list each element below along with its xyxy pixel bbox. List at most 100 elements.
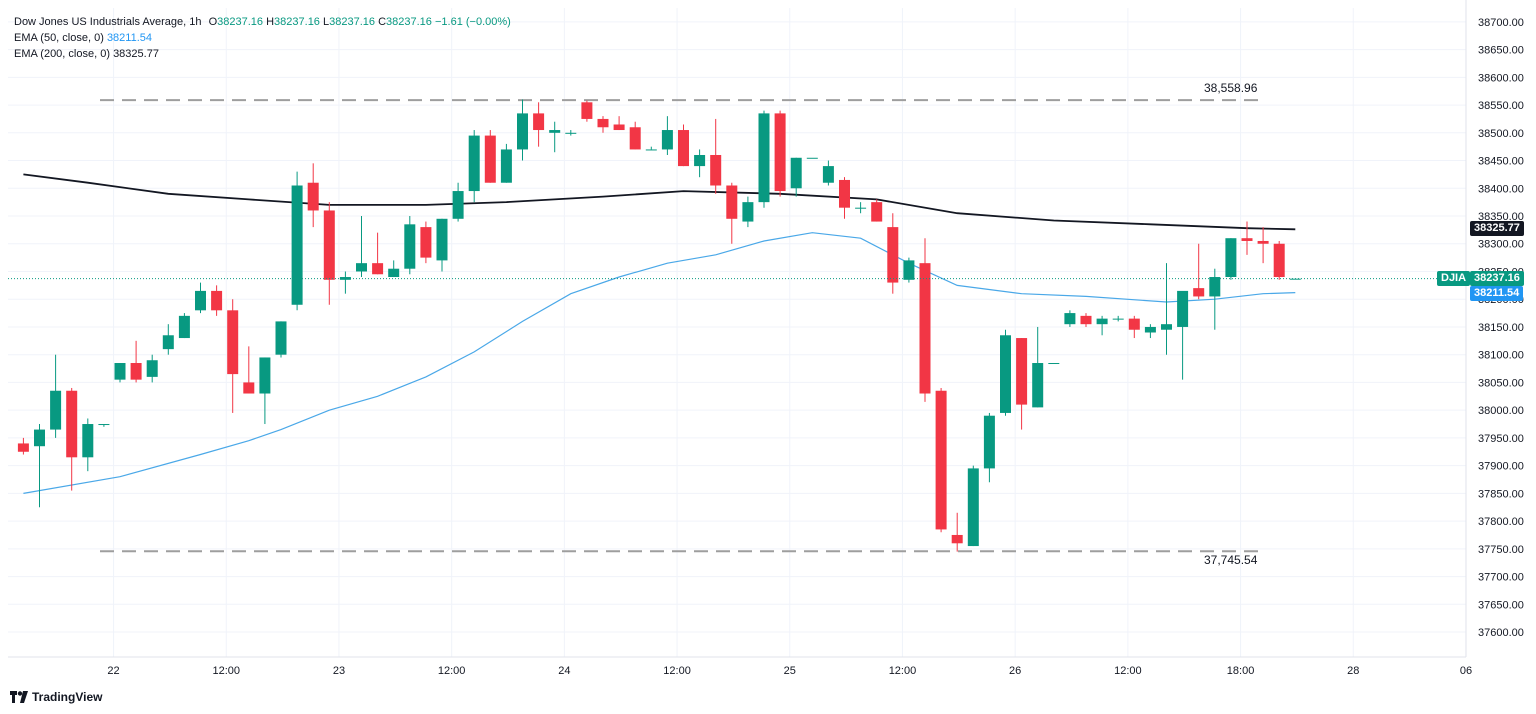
candle-body <box>178 315 190 339</box>
candle-body <box>678 130 689 167</box>
candle <box>935 387 947 533</box>
candle-body <box>356 263 367 272</box>
candle-body <box>34 429 45 447</box>
candle-body <box>710 154 722 186</box>
legend-ema200-row[interactable]: EMA (200, close, 0) 38325.77 <box>14 46 511 62</box>
candle-body <box>259 357 271 394</box>
candle <box>517 99 528 161</box>
candle-body <box>1144 326 1156 333</box>
candle <box>1289 278 1301 280</box>
candle <box>1096 315 1108 336</box>
candle-body <box>1000 335 1011 413</box>
candle-body <box>581 102 593 119</box>
candle <box>211 285 223 316</box>
candle-body <box>468 135 480 192</box>
y-tick-label: 37750.00 <box>1478 544 1524 556</box>
candle <box>162 324 174 355</box>
candle <box>1193 243 1205 300</box>
candle-body <box>82 424 94 458</box>
candle <box>1000 329 1011 416</box>
candle <box>66 387 78 491</box>
candle-body <box>597 118 609 128</box>
candle <box>758 110 770 208</box>
y-tick-label: 38600.00 <box>1478 72 1524 84</box>
candle-body <box>500 149 512 183</box>
candle <box>951 512 963 552</box>
candle-body <box>275 321 287 355</box>
x-tick-label: 12:00 <box>212 665 240 677</box>
high-level-label: 38,558.96 <box>1204 81 1258 96</box>
ema200-path <box>23 173 1296 231</box>
candle-body <box>1112 318 1124 320</box>
candle-body <box>839 179 850 208</box>
candle-body <box>565 132 577 134</box>
x-tick-label: 26 <box>1009 665 1021 677</box>
candle-body <box>50 390 62 430</box>
candle <box>1161 263 1172 355</box>
y-tick-label: 38400.00 <box>1478 183 1524 195</box>
candle-body <box>806 157 818 159</box>
ema200-line <box>23 173 1296 231</box>
candle <box>291 171 303 311</box>
candle-body <box>146 360 158 377</box>
candle-body <box>694 154 706 167</box>
candle-body <box>130 363 142 380</box>
ema50-path <box>23 232 1296 494</box>
candle <box>82 418 94 472</box>
candle <box>484 130 496 183</box>
candle <box>710 118 722 194</box>
candle <box>597 116 609 133</box>
candle <box>195 282 206 314</box>
low-level-label: 37,745.54 <box>1204 553 1258 568</box>
candle <box>581 100 593 122</box>
candle <box>307 163 319 228</box>
candle <box>790 157 802 197</box>
candle <box>661 116 673 155</box>
candle-body <box>613 124 625 131</box>
c-label: C <box>378 16 387 28</box>
candle-body <box>307 182 319 211</box>
candle <box>1016 338 1028 430</box>
candle <box>565 130 577 136</box>
candle <box>919 238 931 402</box>
candle <box>1257 227 1269 264</box>
candle <box>452 182 464 222</box>
legend-symbol-row[interactable]: Dow Jones US Industrials Average, 1h O38… <box>14 14 511 30</box>
brand-name: TradingView <box>32 690 103 704</box>
candle <box>613 116 625 131</box>
x-tick-label: 12:00 <box>663 665 691 677</box>
x-tick-label: 25 <box>784 665 796 677</box>
legend-ema50-row[interactable]: EMA (50, close, 0) 38211.54 <box>14 30 511 46</box>
candle <box>356 216 367 278</box>
tradingview-brand[interactable]: TradingView <box>10 690 102 704</box>
legend: Dow Jones US Industrials Average, 1h O38… <box>14 14 511 62</box>
candle <box>1112 315 1124 322</box>
candle-body <box>404 224 416 269</box>
candle-body <box>1257 240 1269 244</box>
y-tick-label: 38350.00 <box>1478 211 1524 223</box>
candle <box>420 221 432 264</box>
candle-body <box>420 227 432 258</box>
candle <box>130 340 142 383</box>
candle-body <box>887 227 899 283</box>
candle <box>404 216 416 275</box>
candle-body <box>339 277 351 280</box>
ema50-price-tag: 38211.54 <box>1470 285 1524 301</box>
x-tick-label: 24 <box>558 665 570 677</box>
candle-body <box>1193 288 1205 297</box>
y-tick-label: 37800.00 <box>1478 516 1524 528</box>
candle <box>967 465 979 547</box>
candle <box>871 199 883 222</box>
candle-body <box>1096 318 1108 325</box>
candle <box>1241 221 1253 255</box>
y-tick-label: 38300.00 <box>1478 239 1524 251</box>
candle-body <box>436 218 448 261</box>
level-lines <box>100 99 1265 553</box>
candle <box>178 313 190 339</box>
ema200-label: EMA (200, close, 0) <box>14 48 110 60</box>
candle <box>323 202 335 305</box>
candle <box>1080 313 1092 327</box>
x-tick-label: 12:00 <box>1114 665 1142 677</box>
candle-body <box>726 185 738 219</box>
